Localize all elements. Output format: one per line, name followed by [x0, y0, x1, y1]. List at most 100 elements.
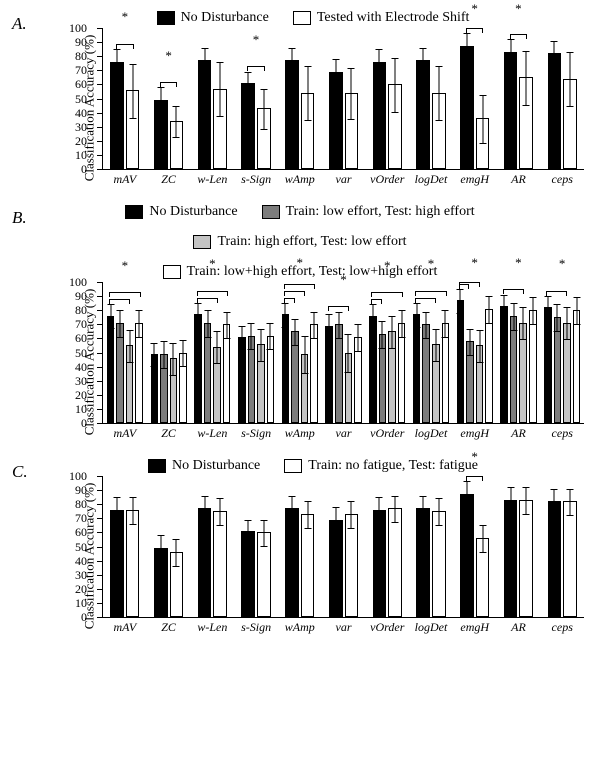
error-bar — [395, 58, 396, 113]
bar-group: vOrder — [365, 282, 409, 423]
panel-A: A. No Disturbance Tested with Electrode Sh… — [12, 10, 588, 188]
bar — [223, 324, 231, 423]
chart: Classification Accuracy (%)0102030405060… — [66, 282, 588, 442]
legend-item: Tested with Electrode Shift — [293, 10, 470, 26]
x-tick-label: AR — [497, 172, 541, 187]
legend-swatch — [125, 205, 143, 219]
error-bar — [479, 330, 480, 363]
bar — [282, 314, 290, 423]
bar-group: ceps — [540, 476, 584, 617]
error-bar — [435, 329, 436, 362]
legend-swatch — [163, 265, 181, 279]
error-bar — [438, 498, 439, 526]
x-tick-label: mAV — [103, 172, 147, 187]
legend-swatch — [148, 459, 166, 473]
bar — [170, 121, 184, 169]
bar — [442, 323, 450, 423]
error-bar — [117, 497, 118, 525]
bar — [126, 510, 140, 617]
bar-group: wAmp — [278, 476, 322, 617]
x-tick-label: s-Sign — [234, 172, 278, 187]
error-bar — [160, 87, 161, 114]
bar-group: ceps — [540, 28, 584, 169]
error-bar — [263, 89, 264, 130]
error-bar — [348, 334, 349, 372]
bar — [460, 46, 474, 169]
bar — [301, 514, 315, 617]
y-tick-label: 10 — [75, 148, 87, 163]
error-bar — [220, 498, 221, 526]
error-bar — [295, 319, 296, 347]
error-bar — [220, 62, 221, 117]
plot-area: 0102030405060708090100mAVZCw-Lens-SignwA… — [102, 28, 584, 170]
x-tick-label: mAV — [103, 620, 147, 635]
bar-group: wAmp — [278, 282, 322, 423]
bar — [194, 314, 202, 423]
bar — [354, 337, 362, 423]
bar — [198, 508, 212, 617]
bar-group: var — [322, 28, 366, 169]
error-bar — [182, 340, 183, 367]
error-bar — [504, 295, 505, 320]
error-bar — [569, 52, 570, 107]
x-tick-label: AR — [497, 620, 541, 635]
y-tick-label: 100 — [69, 21, 87, 36]
bar — [248, 336, 256, 423]
error-bar — [248, 520, 249, 545]
bar — [413, 314, 421, 423]
y-tick-label: 20 — [75, 134, 87, 149]
y-tick-label: 70 — [75, 63, 87, 78]
bar — [466, 341, 474, 423]
bar — [310, 324, 318, 423]
error-bar — [566, 307, 567, 340]
error-bar — [416, 303, 417, 328]
bar — [107, 316, 115, 423]
bar — [388, 84, 402, 169]
bar — [204, 323, 212, 423]
error-bar — [329, 314, 330, 339]
bar-group: emgH — [453, 282, 497, 423]
bar — [160, 354, 168, 423]
panel-C: C. No DisturbanceTrain: no fatigue, Test:… — [12, 458, 588, 636]
bar-group: var — [322, 282, 366, 423]
error-bar — [204, 496, 205, 524]
y-tick-label: 80 — [75, 303, 87, 318]
error-bar — [351, 501, 352, 529]
error-bar — [392, 316, 393, 349]
bar — [329, 72, 343, 169]
bar — [529, 310, 537, 423]
bar — [388, 508, 402, 617]
bar — [416, 60, 430, 169]
error-bar — [129, 330, 130, 363]
bar — [379, 334, 387, 423]
legend-label: No Disturbance — [181, 10, 269, 26]
y-tick-label: 60 — [75, 77, 87, 92]
bar-groups: mAVZCw-Lens-SignwAmpvarvOrderlogDetemgHA… — [103, 28, 584, 169]
error-bar — [251, 323, 252, 351]
figure: A. No Disturbance Tested with Electrode Sh… — [0, 0, 600, 658]
error-bar — [226, 312, 227, 340]
error-bar — [176, 106, 177, 138]
bar-group: logDet — [409, 28, 453, 169]
error-bar — [438, 66, 439, 121]
bar — [422, 324, 430, 423]
error-bar — [335, 59, 336, 87]
x-tick-label: w-Len — [190, 172, 234, 187]
panel-label: A. — [12, 14, 27, 34]
error-bar — [292, 496, 293, 524]
y-tick-label: 0 — [81, 610, 87, 625]
bar — [154, 100, 168, 169]
x-tick-label: wAmp — [278, 172, 322, 187]
error-bar — [523, 307, 524, 340]
x-tick-label: logDet — [409, 426, 453, 441]
legend: No DisturbanceTrain: no fatigue, Test: f… — [38, 458, 588, 474]
x-tick-label: vOrder — [365, 426, 409, 441]
bar — [573, 310, 581, 423]
error-bar — [576, 297, 577, 325]
y-tick-label: 60 — [75, 331, 87, 346]
error-bar — [526, 487, 527, 515]
panel-label: C. — [12, 462, 28, 482]
bar — [388, 331, 396, 423]
x-tick-label: ZC — [147, 426, 191, 441]
bar — [504, 52, 518, 169]
